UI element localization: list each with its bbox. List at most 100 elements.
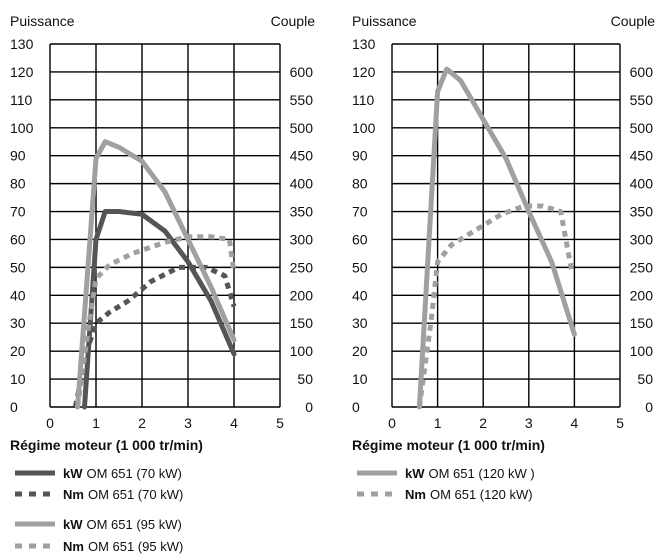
x-tick-label: 2 [479, 415, 487, 431]
legend-label: OM 651 (95 kW) [87, 517, 182, 532]
y-right-tick-label: 200 [630, 287, 654, 303]
y-left-tick-label: 80 [10, 176, 26, 192]
y-right-tick-label: 50 [297, 371, 313, 387]
series-line-kw-1 [82, 209, 237, 410]
y-right-tick-label: 450 [630, 148, 654, 164]
legend-label: OM 651 (120 kW ) [429, 466, 535, 481]
y-right-tick-label: 300 [290, 231, 314, 247]
chart-1: Puissance Couple0102030405060708090100110… [10, 13, 315, 554]
y-left-tick-label: 90 [352, 148, 368, 164]
legend-label: OM 651 (70 kW) [88, 487, 183, 502]
y-right-tick-label: 150 [630, 315, 654, 331]
y-right-tick-label: 400 [630, 176, 654, 192]
legend-unit: kW [63, 517, 83, 532]
x-tick-label: 5 [616, 415, 624, 431]
y-left-tick-label: 40 [10, 287, 26, 303]
y-right-axis-title: Couple [611, 13, 656, 29]
x-tick-label: 1 [92, 415, 100, 431]
x-tick-label: 0 [46, 415, 54, 431]
legend-label: OM 651 (120 kW) [430, 487, 533, 502]
y-left-tick-label: 80 [352, 176, 368, 192]
legend-entry: kW OM 651 (95 kW) [63, 517, 182, 532]
y-left-tick-label: 120 [352, 64, 376, 80]
series-line-nm-4 [75, 234, 237, 408]
y-right-tick-label: 500 [630, 120, 654, 136]
y-left-tick-label: 0 [352, 399, 360, 415]
x-tick-label: 4 [230, 415, 238, 431]
y-right-tick-label: 200 [290, 287, 314, 303]
x-tick-label: 0 [388, 415, 396, 431]
legend-label: OM 651 (95 kW) [88, 539, 183, 554]
x-tick-label: 4 [571, 415, 579, 431]
y-left-tick-label: 30 [352, 315, 368, 331]
y-left-axis-title: Puissance [10, 13, 75, 29]
y-right-tick-label: 350 [630, 204, 654, 220]
legend-unit: Nm [63, 539, 84, 554]
y-left-tick-label: 30 [10, 315, 26, 331]
y-left-tick-label: 110 [10, 92, 33, 108]
x-axis-title: Régime moteur (1 000 tr/min) [10, 437, 203, 453]
y-right-tick-label: 100 [290, 343, 314, 359]
legend-entry: Nm OM 651 (120 kW) [405, 487, 533, 502]
y-right-axis-title: Couple [271, 13, 316, 29]
x-tick-label: 3 [184, 415, 192, 431]
y-left-tick-label: 70 [10, 204, 26, 220]
legend-entry: Nm OM 651 (95 kW) [63, 539, 183, 554]
legend-unit: kW [63, 466, 83, 481]
y-right-tick-label: 0 [305, 399, 313, 415]
legend-entry: kW OM 651 (120 kW ) [405, 466, 535, 481]
series-line-nm-2 [72, 264, 237, 408]
y-right-tick-label: 600 [630, 64, 654, 80]
x-tick-label: 3 [525, 415, 533, 431]
y-left-tick-label: 60 [10, 231, 26, 247]
y-right-tick-label: 550 [290, 92, 314, 108]
y-left-tick-label: 100 [352, 120, 376, 136]
y-left-tick-label: 0 [10, 399, 18, 415]
y-right-tick-label: 100 [630, 343, 654, 359]
x-tick-label: 2 [138, 415, 146, 431]
legend-label: OM 651 (70 kW) [87, 466, 182, 481]
y-left-tick-label: 110 [352, 92, 375, 108]
y-left-tick-label: 90 [10, 148, 26, 164]
legend-entry: kW OM 651 (70 kW) [63, 466, 182, 481]
y-right-tick-label: 500 [290, 120, 314, 136]
y-left-tick-label: 70 [352, 204, 368, 220]
y-right-tick-label: 300 [630, 231, 654, 247]
y-left-tick-label: 120 [10, 64, 34, 80]
y-right-tick-label: 350 [290, 204, 314, 220]
y-left-tick-label: 100 [10, 120, 34, 136]
y-right-tick-label: 250 [630, 259, 654, 275]
y-right-tick-label: 250 [290, 259, 314, 275]
y-right-tick-label: 550 [630, 92, 654, 108]
legend-unit: kW [405, 466, 425, 481]
y-left-tick-label: 50 [352, 259, 368, 275]
y-right-tick-label: 0 [645, 399, 653, 415]
series-line-kw-3 [75, 139, 237, 410]
x-tick-label: 1 [434, 415, 442, 431]
gridlines [391, 43, 621, 408]
y-left-tick-label: 40 [352, 287, 368, 303]
legend-unit: Nm [405, 487, 426, 502]
y-right-tick-label: 450 [290, 148, 314, 164]
y-right-tick-label: 400 [290, 176, 314, 192]
y-left-tick-label: 10 [10, 371, 26, 387]
y-left-tick-label: 50 [10, 259, 26, 275]
y-left-tick-label: 10 [352, 371, 368, 387]
legend-unit: Nm [63, 487, 84, 502]
series-line-nm-2 [416, 203, 575, 408]
y-left-tick-label: 60 [352, 231, 368, 247]
y-left-tick-label: 20 [10, 343, 26, 359]
legend-entry: Nm OM 651 (70 kW) [63, 487, 183, 502]
y-right-tick-label: 600 [290, 64, 314, 80]
y-left-axis-title: Puissance [352, 13, 417, 29]
y-left-tick-label: 130 [10, 36, 34, 52]
x-axis-title: Régime moteur (1 000 tr/min) [352, 437, 545, 453]
chart-2: Puissance Couple0102030405060708090100110… [352, 13, 655, 502]
x-tick-label: 5 [276, 415, 284, 431]
y-left-tick-label: 20 [352, 343, 368, 359]
series-line-kw-1 [416, 66, 577, 410]
y-right-tick-label: 150 [290, 315, 314, 331]
y-left-tick-label: 130 [352, 36, 376, 52]
y-right-tick-label: 50 [637, 371, 653, 387]
